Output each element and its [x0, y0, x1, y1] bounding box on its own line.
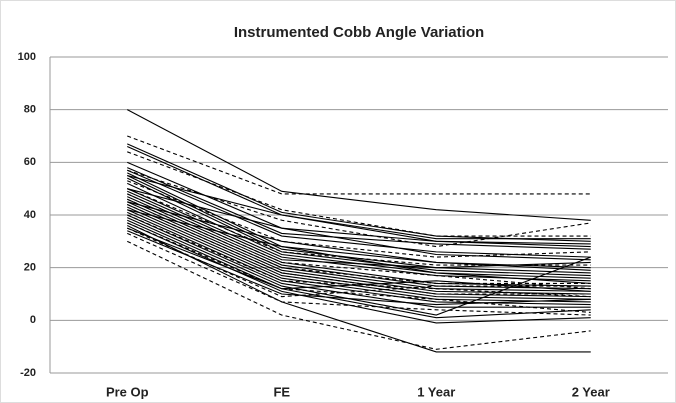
series-line: [127, 240, 591, 350]
series-line: [127, 222, 591, 324]
series-line: [127, 214, 591, 298]
y-tick-label: 80: [24, 104, 36, 116]
series-line: [127, 188, 591, 266]
y-tick-label: 100: [18, 51, 36, 63]
series-line: [127, 225, 591, 353]
x-tick-label: 2 Year: [572, 384, 610, 399]
series-line: [127, 201, 591, 271]
y-tick-label: 40: [24, 209, 36, 221]
series-line: [126, 109, 591, 221]
x-tick-label: FE: [273, 384, 290, 399]
series-line: [127, 188, 591, 261]
series-line: [127, 193, 591, 290]
x-tick-label: 1 Year: [417, 384, 455, 399]
y-tick-label: -20: [20, 367, 36, 379]
series-line: [127, 232, 591, 316]
series-line: [127, 169, 591, 248]
series-line: [127, 174, 591, 248]
chart-title: Instrumented Cobb Angle Variation: [234, 24, 484, 41]
series-line: [127, 214, 591, 308]
series-line: [127, 206, 591, 300]
series-line: [127, 203, 591, 295]
y-tick-label: 0: [30, 314, 36, 326]
series-line: [127, 167, 591, 250]
y-tick-label: 60: [24, 156, 36, 168]
series-line: [127, 177, 591, 277]
series-line: [127, 227, 591, 298]
y-tick-label: 20: [24, 262, 36, 274]
series-line: [127, 209, 591, 303]
series-line: [127, 169, 591, 258]
series-line: [127, 175, 591, 274]
series-line: [127, 198, 591, 285]
series-line: [127, 146, 591, 240]
series-line: [127, 219, 591, 319]
x-tick-label: Pre Op: [106, 384, 149, 399]
series-line: [127, 222, 591, 313]
